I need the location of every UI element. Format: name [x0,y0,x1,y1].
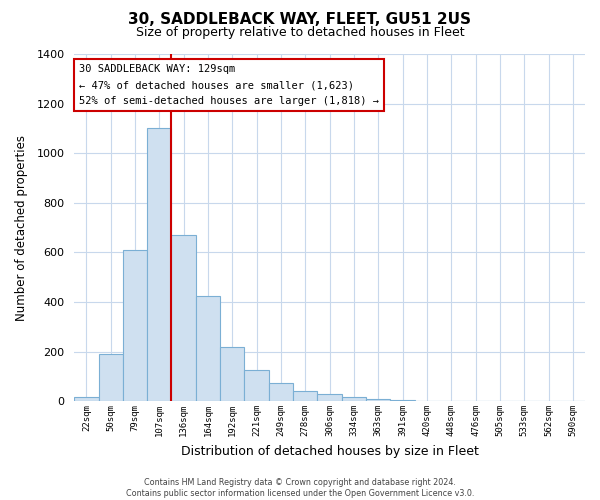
Bar [172,235,196,401]
Bar [74,398,98,401]
Bar [391,400,415,401]
Bar [98,354,123,401]
Y-axis label: Number of detached properties: Number of detached properties [15,134,28,320]
Bar [317,394,342,401]
X-axis label: Distribution of detached houses by size in Fleet: Distribution of detached houses by size … [181,444,479,458]
Text: Size of property relative to detached houses in Fleet: Size of property relative to detached ho… [136,26,464,39]
Bar [366,399,391,401]
Bar [196,296,220,401]
Bar [269,382,293,401]
Bar [244,370,269,401]
Bar [147,128,172,401]
Bar [123,250,147,401]
Text: 30 SADDLEBACK WAY: 129sqm
← 47% of detached houses are smaller (1,623)
52% of se: 30 SADDLEBACK WAY: 129sqm ← 47% of detac… [79,64,379,106]
Bar [293,391,317,401]
Bar [220,346,244,401]
Bar [342,396,366,401]
Text: Contains HM Land Registry data © Crown copyright and database right 2024.
Contai: Contains HM Land Registry data © Crown c… [126,478,474,498]
Text: 30, SADDLEBACK WAY, FLEET, GU51 2US: 30, SADDLEBACK WAY, FLEET, GU51 2US [128,12,472,28]
